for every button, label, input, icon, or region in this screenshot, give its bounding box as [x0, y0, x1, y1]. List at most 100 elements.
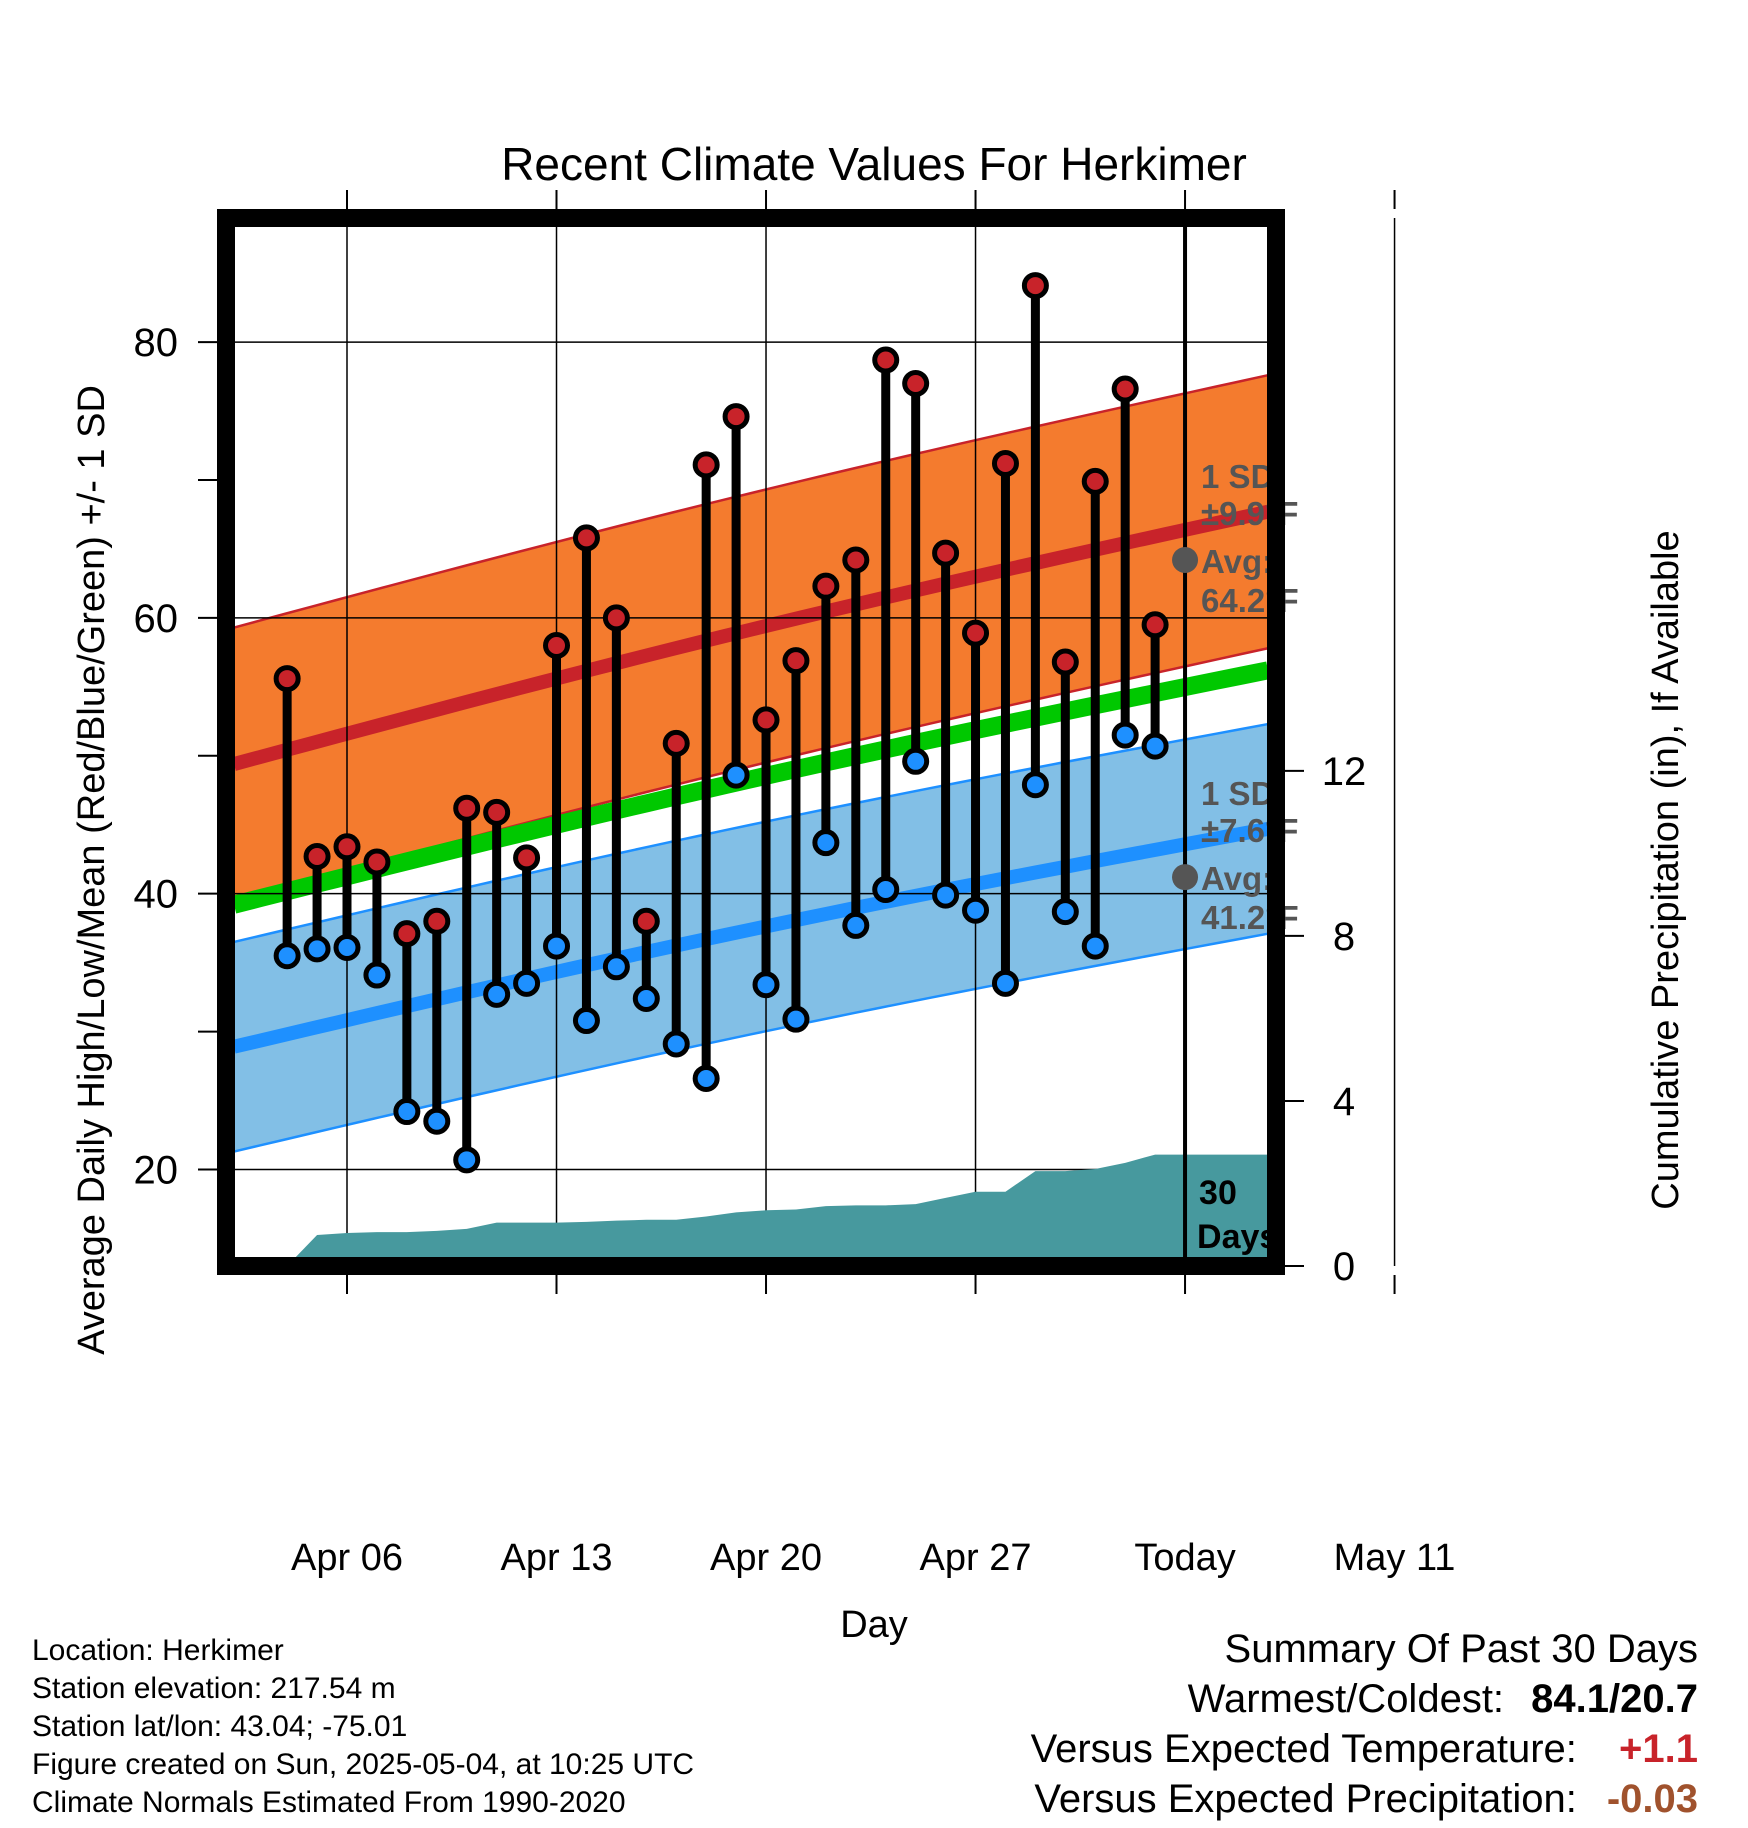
low-point [1111, 721, 1139, 749]
today-line-group: 30 Days [1183, 218, 1278, 1266]
high-point [872, 346, 900, 374]
info-normals: Climate Normals Estimated From 1990-2020 [32, 1786, 626, 1819]
high-point [483, 798, 511, 826]
low-point [662, 1030, 690, 1058]
high-point [333, 833, 361, 861]
precip-value: -0.03 [1606, 1777, 1698, 1821]
high-point [1051, 648, 1079, 676]
low-point [1051, 898, 1079, 926]
high-point [423, 907, 451, 935]
high-point [662, 729, 690, 757]
low-point [812, 829, 840, 857]
y-tick-label-2: 60 [134, 597, 179, 641]
low-point [932, 881, 960, 909]
chart-title: Recent Climate Values For Herkimer [501, 138, 1247, 190]
high-point [752, 706, 780, 734]
low-point [393, 1098, 421, 1126]
temp-value: +1.1 [1619, 1727, 1698, 1771]
precip-label: Versus Expected Precipitation: [1034, 1777, 1577, 1821]
warm-cold-value: 84.1/20.7 [1531, 1677, 1698, 1721]
x-tick-label-0: Apr 06 [291, 1537, 403, 1579]
high-point [273, 665, 301, 693]
low-point [303, 935, 331, 963]
info-created: Figure created on Sun, 2025-05-04, at 10… [32, 1748, 695, 1781]
info-latlon: Station lat/lon: 43.04; -75.01 [32, 1710, 408, 1743]
low-point [872, 876, 900, 904]
info-location: Location: Herkimer [32, 1634, 284, 1667]
high-point [812, 572, 840, 600]
high-point [363, 848, 391, 876]
low-point [1081, 932, 1109, 960]
high-point [1081, 467, 1109, 495]
high-point [1021, 272, 1049, 300]
normal-bands [231, 373, 1270, 1153]
summary-precip: Versus Expected Precipitation: -0.03 [1031, 1774, 1698, 1824]
low-point [483, 980, 511, 1008]
daily-bars [273, 272, 1169, 1174]
low-point [333, 933, 361, 961]
high-point [303, 842, 331, 870]
precip-area [287, 1154, 1268, 1266]
window-label-line1: 30 [1199, 1174, 1237, 1212]
low-point [543, 932, 571, 960]
summary-warm-cold: Warmest/Coldest: 84.1/20.7 [1031, 1674, 1698, 1724]
x-tick-label-5: May 11 [1334, 1537, 1456, 1579]
high-point [602, 604, 630, 632]
low-point [363, 961, 391, 989]
high-today-marker [1172, 546, 1199, 573]
low-annotation-2: Avg: [1201, 860, 1273, 897]
low-point [991, 969, 1019, 997]
y-tick-label-3: 80 [134, 321, 179, 365]
high-point [453, 794, 481, 822]
high-point [543, 631, 571, 659]
x-tick-label-3: Apr 27 [920, 1537, 1032, 1579]
station-info: Location: Herkimer Station elevation: 21… [32, 1632, 694, 1822]
x-tick-label-2: Apr 20 [710, 1537, 822, 1579]
window-label-line2: Days [1197, 1218, 1278, 1256]
info-elevation: Station elevation: 217.54 m [32, 1672, 396, 1705]
low-point [782, 1005, 810, 1033]
low-point [752, 971, 780, 999]
low-point [602, 953, 630, 981]
high-point [932, 539, 960, 567]
low-point [572, 1007, 600, 1035]
high-point [991, 449, 1019, 477]
high-point [722, 403, 750, 431]
low-point [513, 969, 541, 997]
high-point [962, 619, 990, 647]
y2-tick-label-1: 4 [1333, 1080, 1355, 1124]
high-annotation-2: Avg: [1201, 543, 1273, 580]
high-point [393, 920, 421, 948]
high-point [842, 546, 870, 574]
low-point [842, 911, 870, 939]
high-point [1141, 611, 1169, 639]
low-point [722, 761, 750, 789]
high-point [692, 451, 720, 479]
y2-axis-label: Cumulative Precipitation (in), If Availa… [1645, 530, 1687, 1209]
low-point [962, 896, 990, 924]
y-tick-label-1: 40 [134, 873, 179, 917]
high-point [902, 369, 930, 397]
low-point [453, 1146, 481, 1174]
x-axis-label: Day [840, 1604, 908, 1646]
plot-frame [217, 209, 1285, 1275]
low-today-marker [1172, 864, 1199, 891]
temp-label: Versus Expected Temperature: [1030, 1727, 1577, 1771]
x-tick-label-1: Apr 13 [501, 1537, 613, 1579]
y2-tick-label-3: 12 [1322, 750, 1367, 794]
y2-tick-label-2: 8 [1333, 915, 1355, 959]
low-point [902, 747, 930, 775]
y2-tick-label-0: 0 [1333, 1245, 1355, 1289]
axis-ticks: Apr 06 Apr 13 Apr 20 Apr 27 Today May 1120406… [134, 190, 1456, 1579]
high-point [782, 647, 810, 675]
low-point [273, 942, 301, 970]
high-point [632, 907, 660, 935]
summary-temp: Versus Expected Temperature: +1.1 [1031, 1724, 1698, 1774]
y-tick-label-0: 20 [134, 1148, 179, 1192]
high-point [1111, 375, 1139, 403]
high-band-top [233, 373, 1269, 629]
high-point [513, 844, 541, 872]
y-axis-label: Average Daily High/Low/Mean (Red/Blue/Gr… [71, 385, 113, 1355]
low-point [1141, 732, 1169, 760]
